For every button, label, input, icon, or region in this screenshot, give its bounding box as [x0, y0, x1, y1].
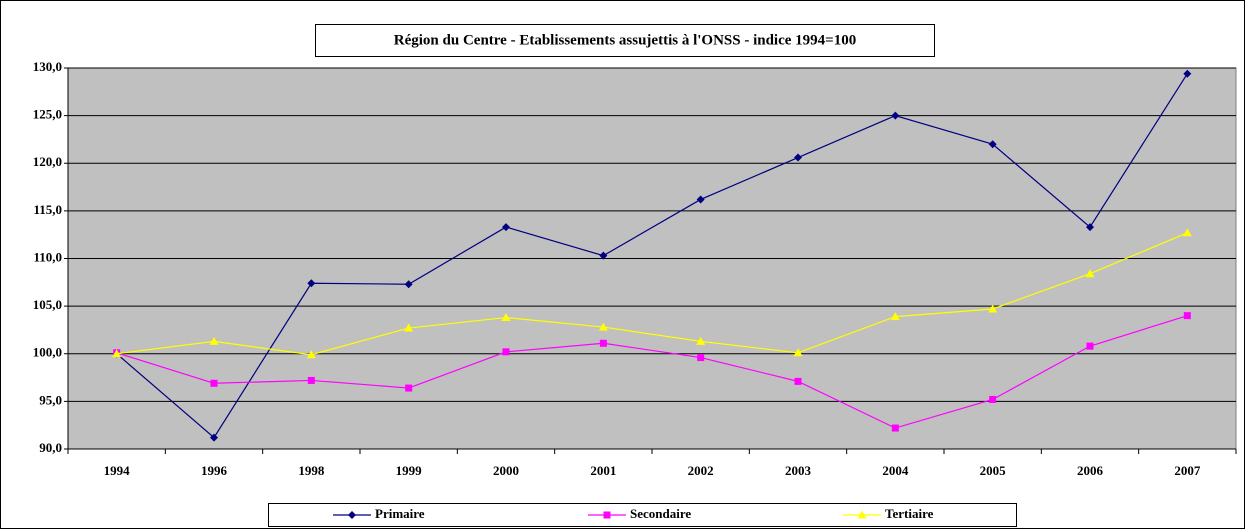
x-tick-label: 1998 — [298, 463, 325, 478]
x-tick-label: 1999 — [396, 463, 423, 478]
marker — [306, 350, 316, 359]
y-tick-label: 90,0 — [39, 440, 62, 455]
marker — [891, 424, 899, 432]
x-tick-label: 2003 — [785, 463, 812, 478]
marker — [307, 376, 315, 384]
marker — [793, 348, 803, 357]
marker — [890, 312, 900, 321]
marker — [1086, 223, 1094, 232]
marker — [1086, 342, 1094, 350]
marker — [1183, 69, 1192, 78]
marker — [1182, 228, 1192, 237]
legend-label: Tertiaire — [885, 506, 934, 521]
legend-label: Secondaire — [630, 506, 691, 521]
marker — [599, 251, 608, 260]
marker — [603, 511, 611, 519]
marker — [697, 354, 705, 362]
marker — [210, 379, 218, 387]
series-line — [116, 315, 1188, 429]
y-tick-label: 110,0 — [33, 249, 62, 264]
title-box — [315, 24, 935, 57]
series-line — [116, 232, 1188, 356]
x-tick-label: 1994 — [104, 463, 131, 478]
marker — [307, 279, 316, 288]
marker — [502, 223, 510, 232]
marker — [348, 511, 356, 519]
marker — [209, 336, 219, 345]
marker — [404, 280, 413, 289]
marker — [501, 313, 511, 322]
y-tick-label: 120,0 — [33, 154, 62, 169]
y-tick-label: 130,0 — [33, 59, 62, 74]
x-tick-label: 2004 — [882, 463, 909, 478]
y-tick-label: 125,0 — [33, 107, 62, 122]
x-tick-label: 2001 — [590, 463, 616, 478]
marker — [988, 140, 997, 149]
marker — [112, 349, 122, 358]
x-tick-label: 2002 — [688, 463, 714, 478]
x-tick-label: 2006 — [1077, 463, 1104, 478]
marker — [599, 339, 607, 347]
marker — [502, 348, 510, 356]
marker — [404, 323, 414, 332]
y-tick-label: 105,0 — [33, 297, 62, 312]
x-tick-label: 2007 — [1174, 463, 1201, 478]
marker — [210, 433, 218, 442]
legend-box — [268, 503, 1017, 527]
marker — [696, 336, 706, 345]
marker — [598, 322, 608, 331]
marker — [891, 111, 900, 120]
marker — [857, 510, 867, 519]
legend-label: Primaire — [375, 506, 425, 521]
marker — [696, 195, 705, 204]
x-tick-label: 2000 — [493, 463, 519, 478]
x-tick-label: 1996 — [201, 463, 228, 478]
marker — [1183, 312, 1191, 320]
marker — [989, 395, 997, 403]
marker — [1085, 269, 1095, 278]
y-tick-label: 95,0 — [39, 392, 62, 407]
marker — [405, 384, 413, 392]
marker — [794, 153, 802, 162]
y-tick-label: 115,0 — [33, 202, 62, 217]
y-tick-label: 100,0 — [33, 345, 62, 360]
chart-title: Région du Centre - Etablissements assuje… — [394, 32, 856, 48]
x-tick-label: 2005 — [980, 463, 1007, 478]
marker — [988, 304, 998, 313]
marker — [794, 377, 802, 385]
series-line — [116, 73, 1188, 439]
